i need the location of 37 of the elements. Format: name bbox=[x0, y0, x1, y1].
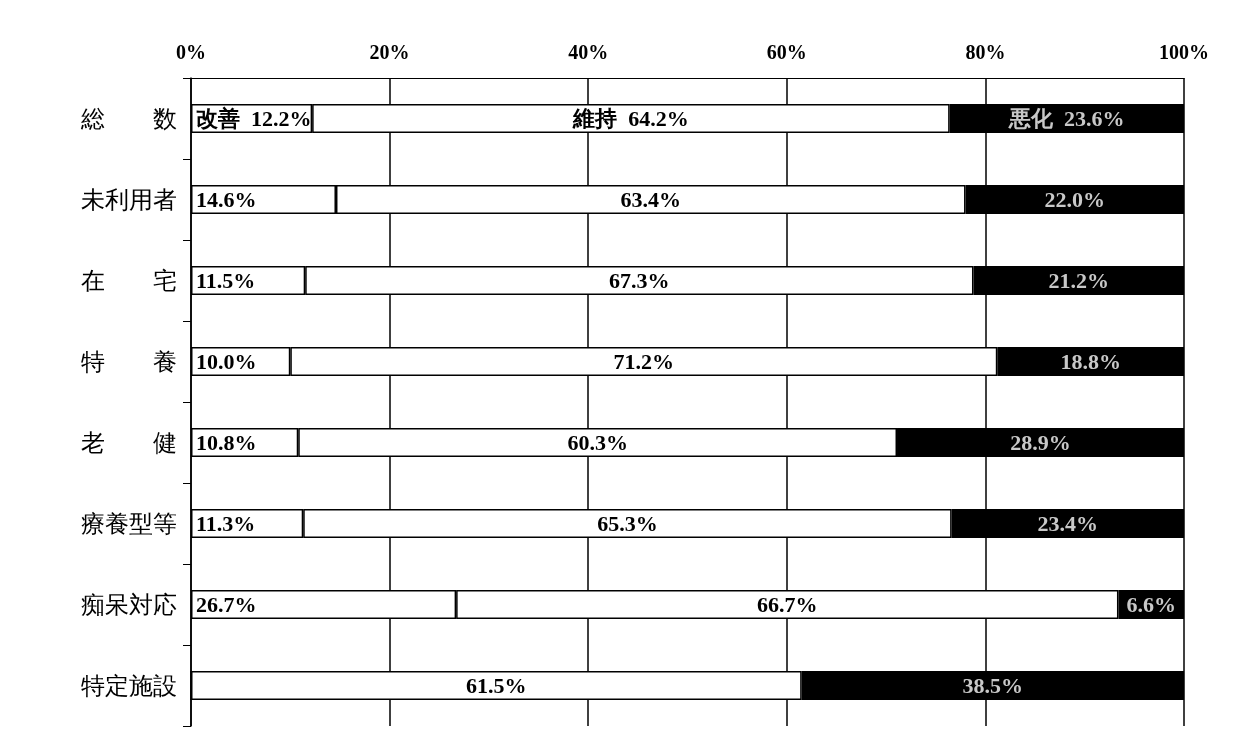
x-tick-label: 60% bbox=[766, 41, 807, 63]
y-tick-label: 未利用者 bbox=[81, 185, 177, 214]
data-label: 63.4% bbox=[620, 187, 682, 212]
x-tick-label: 40% bbox=[568, 41, 609, 63]
y-tick-label: 痴呆対応 bbox=[81, 590, 177, 619]
data-label: 38.5% bbox=[962, 673, 1024, 698]
data-label: 10.0% bbox=[196, 349, 257, 374]
data-label: 21.2% bbox=[1048, 268, 1109, 293]
data-label: 14.6% bbox=[196, 187, 257, 212]
y-tick-label: 老 健 bbox=[81, 428, 177, 457]
data-label: 61.5% bbox=[466, 673, 527, 698]
data-label: 60.3% bbox=[567, 430, 628, 455]
y-tick-label: 特定施設 bbox=[81, 671, 177, 700]
y-tick-label: 特 養 bbox=[81, 347, 177, 376]
text: 改善 12.2% bbox=[196, 106, 312, 131]
text: 維持 64.2% bbox=[573, 106, 689, 131]
data-label: 10.8% bbox=[196, 430, 257, 455]
data-label: 28.9% bbox=[1010, 430, 1071, 455]
data-label: 22.0% bbox=[1044, 187, 1106, 212]
data-label: 11.5% bbox=[196, 268, 256, 293]
data-label: 71.2% bbox=[613, 349, 675, 374]
y-tick-label: 療養型等 bbox=[81, 509, 177, 538]
data-label: 67.3% bbox=[609, 268, 670, 293]
x-tick-label: 100% bbox=[1159, 41, 1209, 63]
text: 悪化 23.6% bbox=[1009, 106, 1125, 131]
data-label: 11.3% bbox=[196, 511, 256, 536]
x-tick-label: 20% bbox=[369, 41, 410, 63]
data-label: 26.7% bbox=[196, 592, 257, 617]
y-tick-label: 在 宅 bbox=[81, 266, 177, 295]
data-label: 66.7% bbox=[757, 592, 818, 617]
y-tick-label: 総 数 bbox=[80, 104, 177, 133]
data-label: 18.8% bbox=[1060, 349, 1121, 374]
x-tick-label: 80% bbox=[965, 41, 1006, 63]
x-tick-label: 0% bbox=[176, 41, 206, 63]
data-label: 23.4% bbox=[1037, 511, 1099, 536]
data-label: 6.6% bbox=[1126, 592, 1176, 617]
data-label: 65.3% bbox=[597, 511, 658, 536]
